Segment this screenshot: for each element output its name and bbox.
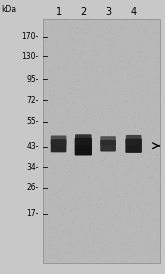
Text: 55-: 55- — [26, 118, 39, 126]
Text: 72-: 72- — [26, 96, 39, 104]
FancyBboxPatch shape — [75, 134, 92, 145]
FancyBboxPatch shape — [125, 139, 142, 153]
Text: 95-: 95- — [26, 75, 39, 84]
FancyBboxPatch shape — [51, 139, 66, 152]
Text: 34-: 34- — [26, 163, 39, 172]
Text: 170-: 170- — [21, 33, 39, 41]
FancyBboxPatch shape — [100, 136, 116, 145]
FancyBboxPatch shape — [126, 135, 142, 145]
Text: 4: 4 — [131, 7, 137, 17]
FancyBboxPatch shape — [43, 19, 160, 263]
Text: 43-: 43- — [26, 142, 39, 151]
FancyBboxPatch shape — [100, 140, 116, 152]
FancyBboxPatch shape — [51, 136, 66, 145]
Text: kDa: kDa — [2, 5, 17, 14]
Text: 3: 3 — [105, 7, 111, 17]
Text: 26-: 26- — [26, 183, 39, 192]
Text: 17-: 17- — [26, 209, 39, 218]
Text: 2: 2 — [80, 7, 86, 17]
FancyBboxPatch shape — [75, 138, 92, 156]
Text: 130-: 130- — [21, 52, 39, 61]
Text: 1: 1 — [55, 7, 62, 17]
